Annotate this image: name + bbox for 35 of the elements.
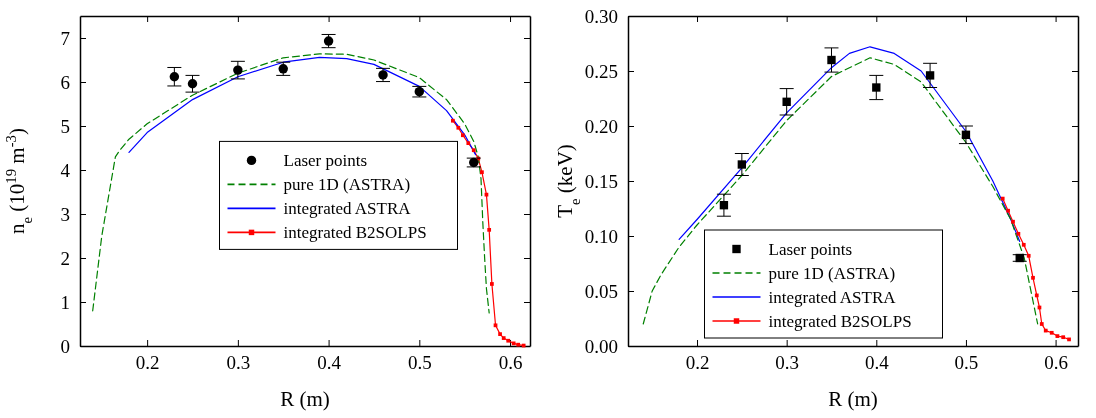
y-tick-label: 5: [60, 115, 70, 137]
y-tick-label: 1: [60, 291, 70, 313]
x-tick-label: 0.4: [317, 352, 342, 374]
y-tick-label: 6: [60, 71, 70, 93]
x-tick-label: 0.2: [685, 352, 710, 374]
x-tick-label: 0.5: [954, 352, 979, 374]
y-tick-label: 3: [60, 203, 70, 225]
y-tick-label: 0.25: [584, 60, 618, 82]
y-tick-label: 2: [60, 247, 70, 269]
y-tick-label: 4: [60, 159, 71, 181]
x-axis-title: R (m): [828, 387, 878, 411]
x-tick-label: 0.6: [1044, 352, 1068, 374]
x-tick-label: 0.3: [775, 352, 800, 374]
y-tick-label: 0.00: [584, 335, 618, 357]
x-tick-label: 0.4: [864, 352, 890, 374]
y-tick-label: 0.20: [584, 115, 618, 137]
legend-label: pure 1D (ASTRA): [768, 264, 896, 283]
x-axis-title: R (m): [280, 387, 330, 411]
legend-label: integrated ASTRA: [768, 288, 897, 307]
legend-label: integrated B2SOLPS: [768, 312, 912, 331]
x-tick-label: 0.2: [135, 352, 160, 374]
y-tick-label: 7: [60, 27, 70, 49]
y-tick-label: 0: [60, 335, 70, 357]
x-tick-label: 0.6: [498, 352, 523, 374]
x-tick-label: 0.3: [226, 352, 251, 374]
legend-label: integrated B2SOLPS: [283, 223, 427, 243]
y-tick-label: 0.05: [584, 280, 618, 302]
y-tick-label: 0.15: [584, 170, 618, 192]
legend-label: Laser points: [283, 151, 368, 171]
legend-label: pure 1D (ASTRA): [283, 175, 411, 195]
legend-label: Laser points: [768, 240, 853, 259]
x-tick-label: 0.5: [407, 352, 432, 374]
y-tick-label: 0.10: [584, 225, 618, 247]
y-tick-label: 0.30: [584, 5, 618, 27]
legend-label: integrated ASTRA: [283, 199, 412, 219]
